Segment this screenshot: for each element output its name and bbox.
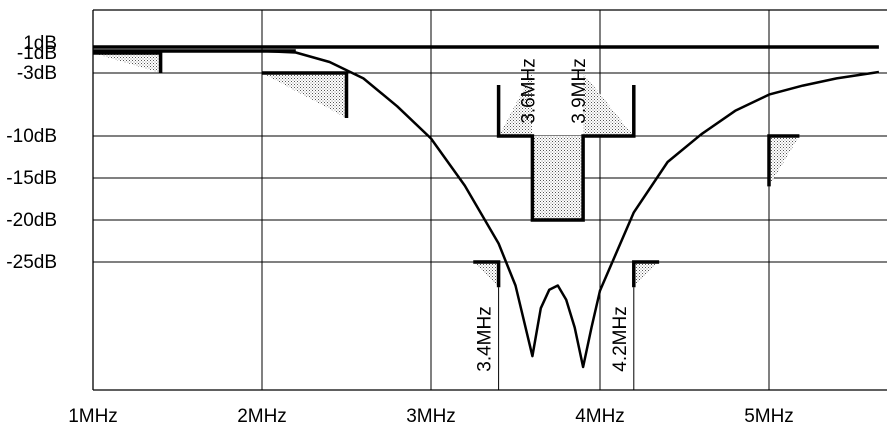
frequency-annotation: 4.2MHz xyxy=(610,306,631,371)
passband-limit-lines xyxy=(93,45,879,53)
mask-hatch-5 xyxy=(532,136,584,220)
spec-mask xyxy=(93,51,800,288)
y-tick-labels: 1dB-1dB-3dB -10dB -15dB -20dB -25dB xyxy=(6,33,57,273)
x-tick-label: 2MHz xyxy=(237,406,287,427)
x-tick-labels: 1MHz 2MHz 3MHz 4MHz 5MHz xyxy=(68,406,794,427)
mask-segment-2 xyxy=(262,71,349,118)
mask-hatch-2 xyxy=(262,73,347,118)
mask-hatch-4 xyxy=(583,73,634,136)
response-curve xyxy=(261,49,880,369)
mask-hatch-8 xyxy=(769,136,800,187)
x-tick-label: 4MHz xyxy=(575,406,625,427)
y-tick-label: -20dB xyxy=(6,210,57,231)
mask-segment-5 xyxy=(632,260,660,288)
y-tick-label: -10dB xyxy=(6,126,57,147)
frequency-annotation: 3.9MHz xyxy=(569,58,590,123)
x-tick-label: 3MHz xyxy=(406,406,456,427)
y-tick-label: 1dB xyxy=(23,33,57,54)
y-tick-label: -25dB xyxy=(6,252,57,273)
x-tick-label: 5MHz xyxy=(744,406,794,427)
mask-hatch-3 xyxy=(498,73,533,136)
y-tick-label: -3dB xyxy=(17,63,57,84)
mask-segment-6 xyxy=(767,134,800,187)
mask-hatch-1 xyxy=(93,53,161,73)
grid-lines xyxy=(93,10,887,390)
x-tick-label: 1MHz xyxy=(68,406,118,427)
y-tick-label: -15dB xyxy=(6,168,57,189)
mask-segment-4 xyxy=(473,260,501,288)
mask-segment-3 xyxy=(496,85,636,222)
mask-hatch-7 xyxy=(633,262,660,288)
frequency-annotations: 3.6MHz 3.9MHz 3.4MHz 4.2MHz xyxy=(475,58,631,371)
mask-hatch-6 xyxy=(473,262,499,288)
y-tick-label: -1dB xyxy=(17,43,57,64)
frequency-annotation: 3.6MHz xyxy=(518,58,539,123)
mask-segment-1 xyxy=(93,51,163,73)
frequency-annotation: 3.4MHz xyxy=(475,306,496,371)
response-curve-group xyxy=(261,49,880,369)
